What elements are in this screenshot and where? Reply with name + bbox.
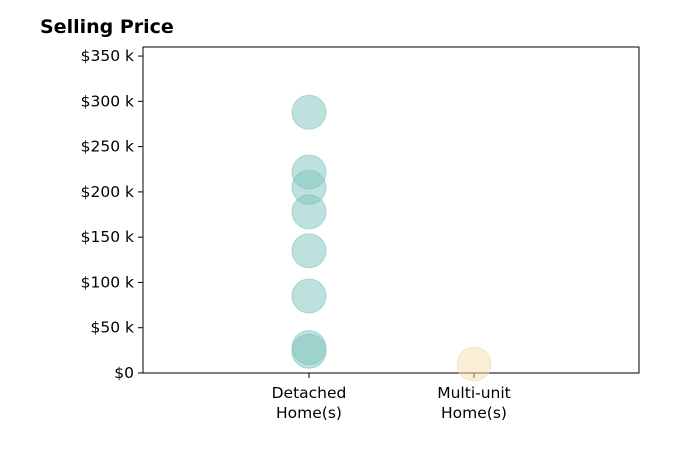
y-tick-label: $0 (114, 364, 134, 382)
x-tick-label-line1: Detached (272, 384, 347, 402)
y-axis: $0 $50 k $100 k $150 k $200 k $250 k $300 k $35… (81, 47, 143, 382)
data-point (291, 194, 327, 230)
x-tick-label-line2: Home(s) (276, 404, 342, 422)
y-tick-label: $250 k (81, 138, 134, 156)
data-point (291, 278, 327, 314)
data-points (291, 94, 492, 382)
data-point (456, 346, 492, 382)
x-tick-label-line2: Home(s) (441, 404, 507, 422)
data-point (291, 333, 327, 369)
y-tick-label: $150 k (81, 228, 134, 246)
y-tick-label: $100 k (81, 273, 134, 291)
chart-title: Selling Price (40, 16, 174, 38)
data-point (291, 94, 327, 130)
y-tick-label: $300 k (81, 92, 134, 110)
y-tick-label: $200 k (81, 183, 134, 201)
plot-area-frame (142, 46, 640, 374)
x-axis: Detached Home(s) Multi-unit Home(s) (272, 373, 511, 422)
data-point (291, 233, 327, 269)
y-tick-label: $50 k (91, 319, 135, 337)
x-tick-label-line1: Multi-unit (437, 384, 511, 402)
y-tick-label: $350 k (81, 47, 134, 65)
